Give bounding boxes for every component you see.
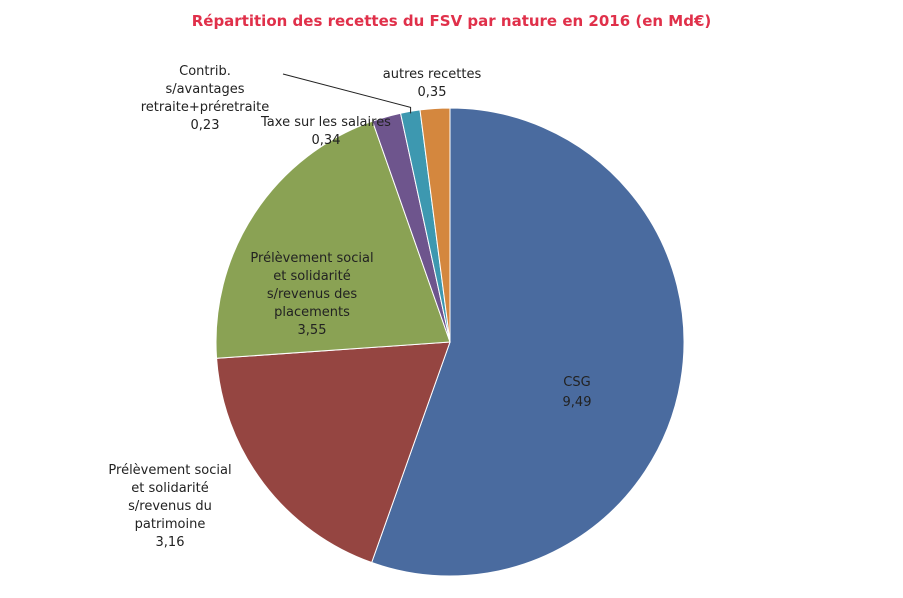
slice-label-line: s/revenus du — [128, 499, 212, 514]
slice-value-autres: 0,35 — [418, 85, 447, 100]
slice-label-line: s/revenus des — [267, 287, 358, 302]
slice-label-line: placements — [274, 305, 350, 320]
slice-label-placements: Prélèvement social et solidarité s/revenus… — [250, 251, 373, 338]
chart-title: Répartition des recettes du FSV par natu… — [191, 12, 712, 30]
slice-value-patrimoine: 3,16 — [156, 535, 185, 550]
slice-label-line: et solidarité — [131, 481, 208, 496]
slice-label-line: patrimoine — [135, 517, 206, 532]
pie-slice-patrimoine — [216, 341, 451, 564]
slice-label-line: retraite+préretraite — [141, 100, 270, 115]
slice-label-line: Prélèvement social — [250, 251, 373, 266]
slice-label-line: Prélèvement social — [108, 463, 231, 478]
slice-label-line: Contrib. — [179, 64, 231, 79]
leader-line-contrib — [282, 73, 412, 114]
slice-label-line: s/avantages — [165, 82, 244, 97]
pie-slice-autres — [419, 107, 451, 343]
slice-label-line: autres recettes — [383, 67, 482, 82]
pie-slice-placements — [215, 120, 451, 359]
slice-label-autres: autres recettes 0,35 — [383, 67, 482, 100]
slice-label-contrib: Contrib. s/avantages retraite+préretraite 0… — [141, 64, 270, 133]
leader-lines — [282, 73, 412, 114]
pie-slices — [215, 107, 685, 577]
slice-label-csg: CSG 9,49 — [563, 375, 592, 410]
slice-labels: CSG 9,49 Prélèvement social et solidarité s/… — [108, 64, 591, 550]
slice-label-line: et solidarité — [273, 269, 350, 284]
slice-label-line: Taxe sur les salaires — [260, 115, 391, 130]
slice-label-patrimoine: Prélèvement social et solidarité s/revenus… — [108, 463, 231, 550]
slice-value-contrib: 0,23 — [191, 118, 220, 133]
slice-label-line: CSG — [563, 375, 590, 390]
slice-value-placements: 3,55 — [298, 323, 327, 338]
slice-value-taxe: 0,34 — [312, 133, 341, 148]
slice-label-taxe: Taxe sur les salaires 0,34 — [260, 115, 391, 148]
slice-value-csg: 9,49 — [563, 395, 592, 410]
pie-slice-csg — [371, 107, 685, 577]
